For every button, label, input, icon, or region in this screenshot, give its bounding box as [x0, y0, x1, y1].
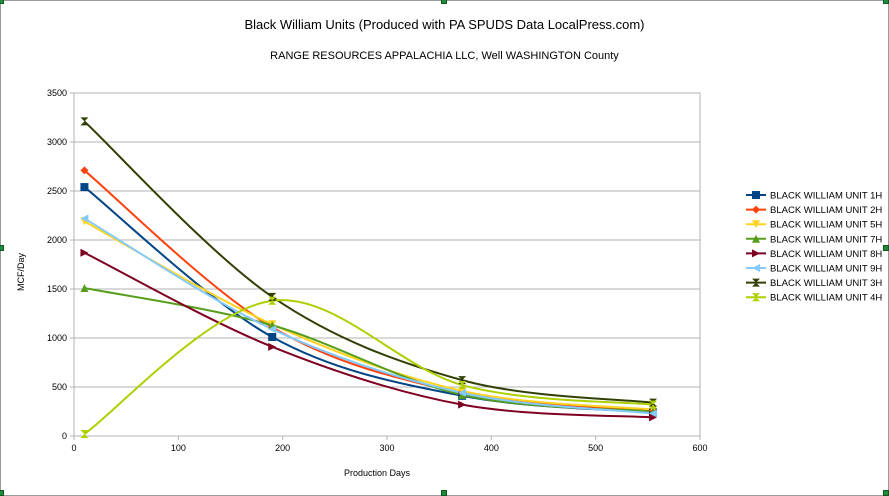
legend-label: BLACK WILLIAM UNIT 9H [770, 264, 882, 275]
x-tick-label-600: 600 [692, 443, 707, 453]
legend-swatch-marker [752, 249, 760, 258]
legend-item-black-william-unit-5h: BLACK WILLIAM UNIT 5H [746, 220, 882, 231]
data-point-black-william-unit-4h-190 [268, 296, 277, 305]
data-point-black-william-unit-3h-190 [268, 292, 277, 301]
series-line-black-william-unit-9h [83, 217, 654, 415]
legend-swatch-marker [752, 234, 760, 243]
x-tick-label-400: 400 [484, 443, 499, 453]
series-line-black-william-unit-8h [83, 251, 654, 419]
data-point-black-william-unit-1h-10 [80, 183, 89, 192]
legend: BLACK WILLIAM UNIT 1H BLACK WILLIAM UNIT … [746, 191, 882, 304]
x-tick-label-100: 100 [171, 443, 186, 453]
data-point-black-william-unit-4h-10 [80, 430, 89, 439]
data-point-black-william-unit-2h-10 [80, 166, 89, 175]
chart-subtitle: RANGE RESOURCES APPALACHIA LLC, Well WAS… [270, 50, 619, 62]
legend-label: BLACK WILLIAM UNIT 3H [770, 278, 882, 289]
x-tick-label-200: 200 [275, 443, 290, 453]
series-line-black-william-unit-3h [83, 120, 654, 404]
legend-swatch-marker [752, 220, 760, 229]
series-line-black-william-unit-1h [83, 186, 654, 414]
legend-item-black-william-unit-1h: BLACK WILLIAM UNIT 1H [746, 191, 882, 202]
y-tick-label-2500: 2500 [47, 186, 67, 196]
y-tick-label-1500: 1500 [47, 284, 67, 294]
data-point-black-william-unit-8h-372 [458, 400, 467, 409]
legend-label: BLACK WILLIAM UNIT 1H [770, 191, 882, 202]
y-axis-label: MCF/Day [16, 253, 26, 291]
legend-swatch-marker [752, 293, 760, 302]
legend-label: BLACK WILLIAM UNIT 7H [770, 234, 882, 245]
x-tick-label-0: 0 [71, 443, 76, 453]
y-tick-label-500: 500 [52, 382, 67, 392]
chart-title: Black William Units (Produced with PA SP… [244, 17, 645, 32]
legend-item-black-william-unit-2h: BLACK WILLIAM UNIT 2H [746, 205, 882, 216]
data-point-black-william-unit-9h-190 [268, 325, 277, 334]
data-point-black-william-unit-7h-10 [80, 284, 89, 293]
series-lines [83, 120, 654, 435]
data-point-black-william-unit-8h-190 [268, 342, 277, 351]
legend-item-black-william-unit-8h: BLACK WILLIAM UNIT 8H [746, 249, 882, 260]
selection-handle-top-left[interactable] [0, 0, 4, 4]
data-point-black-william-unit-9h-10 [80, 214, 89, 223]
legend-swatch-marker [752, 191, 760, 199]
legend-item-black-william-unit-3h: BLACK WILLIAM UNIT 3H [746, 278, 882, 289]
y-axis-ticks: 0 500 1000 1500 2000 2500 3000 3500 [47, 88, 74, 441]
legend-swatch-marker [752, 278, 760, 287]
x-axis-label: Production Days [344, 468, 411, 478]
data-point-black-william-unit-4h-555 [649, 400, 658, 409]
y-tick-label-2000: 2000 [47, 235, 67, 245]
data-point-black-william-unit-4h-372 [458, 381, 467, 390]
legend-label: BLACK WILLIAM UNIT 5H [770, 220, 882, 231]
data-point-black-william-unit-3h-10 [80, 117, 89, 126]
data-point-black-william-unit-8h-10 [80, 248, 89, 257]
selection-handle-middle-left[interactable] [0, 245, 4, 251]
data-point-black-william-unit-9h-555 [649, 409, 658, 418]
selection-handle-top-middle[interactable] [441, 0, 447, 4]
y-tick-label-3500: 3500 [47, 88, 67, 98]
legend-item-black-william-unit-9h: BLACK WILLIAM UNIT 9H [746, 264, 882, 275]
x-axis-ticks: 0 100 200 300 400 500 600 [71, 436, 708, 453]
plot-area [73, 92, 701, 437]
legend-item-black-william-unit-7h: BLACK WILLIAM UNIT 7H [746, 234, 882, 245]
data-point-black-william-unit-9h-372 [458, 388, 467, 397]
y-tick-label-1000: 1000 [47, 333, 67, 343]
series-line-black-william-unit-2h [83, 169, 654, 412]
data-point-black-william-unit-8h-555 [649, 413, 658, 422]
legend-swatch-marker [752, 264, 760, 272]
x-tick-label-500: 500 [588, 443, 603, 453]
gridlines [74, 92, 700, 437]
legend-swatch-marker [752, 205, 760, 214]
data-point-black-william-unit-1h-190 [268, 333, 277, 342]
y-tick-label-3000: 3000 [47, 137, 67, 147]
legend-label: BLACK WILLIAM UNIT 4H [770, 293, 882, 304]
series-markers [80, 117, 658, 439]
legend-label: BLACK WILLIAM UNIT 2H [770, 205, 882, 216]
x-tick-label-300: 300 [379, 443, 394, 453]
series-line-black-william-unit-4h [83, 299, 654, 435]
legend-item-black-william-unit-4h: BLACK WILLIAM UNIT 4H [746, 293, 882, 304]
y-tick-label-0: 0 [62, 431, 67, 441]
legend-label: BLACK WILLIAM UNIT 8H [770, 249, 882, 260]
